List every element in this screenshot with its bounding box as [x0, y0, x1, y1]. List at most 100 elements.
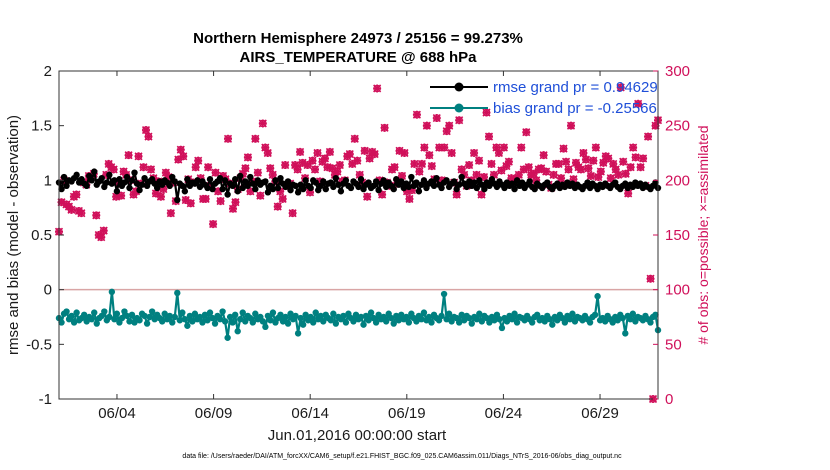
obs-count-assimilated-point [355, 170, 364, 179]
rmse-point [88, 177, 95, 184]
bias-point [445, 310, 453, 317]
obs-count-assimilated-point [619, 157, 628, 166]
obs-count-assimilated-point [529, 169, 538, 178]
obs-count-assimilated-point [92, 211, 101, 220]
bias-point [652, 311, 659, 319]
rmse-point [126, 184, 133, 192]
obs-count-assimilated-point [537, 164, 546, 173]
obs-count-assimilated-point [214, 187, 223, 196]
bias-point [169, 319, 176, 326]
bias-point [143, 320, 151, 327]
legend-rmse-label: rmse grand pr = 0.94629 [493, 79, 658, 96]
bias-point [199, 319, 206, 326]
bias-point [541, 318, 548, 325]
rmse-point [166, 182, 173, 189]
rmse-point [269, 185, 277, 193]
obs-count-assimilated-point [591, 143, 600, 152]
bias-point [486, 319, 493, 326]
rmse-point [174, 196, 181, 204]
bias-point [141, 312, 148, 320]
bias-point [365, 317, 372, 324]
rmse-point [209, 185, 216, 193]
bias-point [128, 311, 136, 319]
rmse-point [413, 179, 420, 186]
rmse-point [287, 186, 294, 194]
rmse-point [299, 185, 307, 193]
rmse-point [138, 181, 146, 188]
rmse-point [229, 182, 236, 189]
rmse-point [450, 178, 458, 185]
rmse-point [302, 177, 309, 184]
obs-count-assimilated-point [455, 116, 464, 125]
y-tick-label: 0.5 [31, 227, 52, 244]
obs-count-assimilated-point [586, 171, 595, 181]
bias-point [473, 315, 480, 323]
obs-count-assimilated-point [559, 144, 568, 153]
bias-point [455, 319, 463, 326]
y2-tick-label: 300 [665, 63, 690, 80]
obs-count-assimilated-point [117, 191, 126, 200]
obs-count-assimilated-point [415, 167, 424, 176]
bias-point [496, 315, 503, 323]
obs-count-assimilated-point [646, 274, 655, 283]
bias-point [360, 321, 367, 328]
obs-count-assimilated-point [228, 204, 238, 213]
y2-tick-label: 250 [665, 118, 690, 135]
bias-point [546, 315, 553, 323]
bias-point [440, 290, 448, 298]
rmse-point [224, 191, 231, 198]
bias-point [350, 318, 357, 325]
legend: rmse grand pr = 0.94629 bias grand pr = … [430, 79, 658, 117]
rmse-point [231, 176, 239, 183]
bias-point [234, 328, 241, 335]
bias-point [252, 310, 259, 317]
obs-count-assimilated-point [447, 148, 456, 158]
obs-count-assimilated-point [561, 157, 571, 166]
obs-count-assimilated-point [643, 132, 653, 141]
bias-point [622, 330, 629, 337]
bias-point [211, 320, 219, 327]
obs-count-assimilated-point [395, 146, 404, 155]
bias-point [478, 318, 486, 325]
rmse-point [443, 177, 450, 184]
bias-point [70, 319, 78, 326]
obs-count-assimilated-point [348, 159, 357, 168]
obs-count-assimilated-point [156, 192, 165, 201]
obs-count-assimilated-point [201, 194, 210, 203]
bias-point [332, 320, 340, 327]
obs-count-assimilated-point [161, 168, 170, 177]
bias-point [405, 319, 413, 326]
y-tick-label: 2 [44, 63, 52, 80]
obs-count-assimilated-point [606, 174, 615, 183]
obs-count-assimilated-point [109, 165, 118, 174]
obs-count-assimilated-point [482, 108, 491, 117]
bias-point [184, 322, 191, 329]
rmse-point [277, 174, 284, 182]
rmse-point [136, 186, 143, 194]
rmse-point [518, 179, 526, 186]
obs-count-assimilated-point [296, 147, 305, 156]
obs-count-assimilated-point [569, 175, 578, 184]
x-tick-label: 06/04 [98, 405, 136, 422]
y2-tick-label: 0 [665, 391, 673, 408]
obs-count-assimilated-point [243, 153, 252, 162]
obs-count-assimilated-point [281, 160, 290, 170]
rmse-point [390, 185, 397, 193]
obs-count-assimilated-point [335, 160, 344, 170]
obs-count-assimilated-point [479, 172, 489, 182]
obs-count-assimilated-point [522, 128, 531, 137]
obs-count-assimilated-point [211, 168, 220, 177]
rmse-point [332, 174, 340, 182]
bias-point [221, 318, 229, 325]
y2-tick-label: 50 [665, 336, 682, 353]
obs-count-assimilated-point [196, 174, 205, 183]
obs-count-assimilated-point [629, 143, 638, 152]
obs-count-assimilated-point [57, 198, 66, 207]
obs-count-assimilated-point [238, 169, 247, 178]
bias-point [239, 309, 246, 316]
bias-point [93, 320, 100, 327]
rmse-point [153, 184, 161, 192]
rmse-point [430, 182, 438, 189]
bias-point [591, 311, 599, 319]
obs-count-assimilated-point [144, 132, 153, 141]
